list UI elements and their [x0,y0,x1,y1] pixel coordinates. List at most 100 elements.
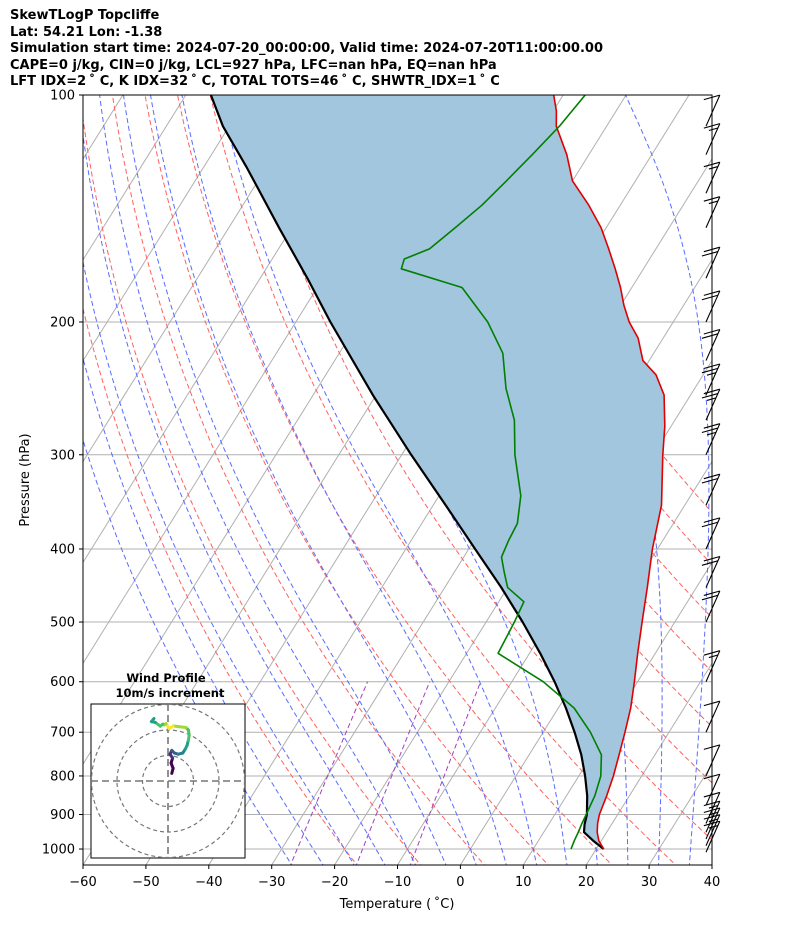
barb-staff [705,820,721,853]
dry-adiabat [111,95,486,865]
x-tick-label: 40 [704,875,721,890]
x-tick-label: −10 [384,875,411,890]
y-tick-label: 900 [50,808,75,823]
dry-adiabat [83,115,422,865]
barb-feather [706,397,717,401]
chart-header: SkewTLogP Topcliffe Lat: 54.21 Lon: -1.3… [10,8,603,91]
wind-barb [701,590,721,623]
x-tick-label: −30 [258,875,285,890]
barb-staff [705,94,721,127]
barb-staff [705,700,721,733]
mixing-ratio-line [290,681,369,865]
cape-line: CAPE=0 j/kg, CIN=0 j/kg, LCL=927 hPa, LF… [10,57,497,73]
isotherm-line [585,662,712,865]
wind-barb [701,328,721,361]
barb-staff [705,744,721,777]
isotherm-line [0,88,1,868]
moist-adiabat [83,259,355,865]
barb-staff [705,814,721,846]
isotherm-line [648,763,712,865]
barb-staff [705,290,721,323]
y-tick-label: 400 [50,542,75,557]
barb-staff [705,196,721,229]
y-tick-label: 200 [50,315,75,330]
x-tick-label: 10 [515,875,532,890]
dry-adiabat [177,95,613,865]
x-tick-label: −40 [195,875,222,890]
x-tick-label: −50 [132,875,159,890]
barb-staff [705,590,721,623]
cape-cin-area [210,95,665,849]
dry-adiabat [144,95,549,865]
y-tick-label: 600 [50,675,75,690]
y-tick-label: 700 [50,726,75,741]
temperature-line [552,95,666,850]
hodograph-subtitle: 10m/s increment [116,686,225,700]
mixing-ratio-line [355,681,431,865]
moist-adiabat [149,95,477,865]
barb-staff [705,329,721,361]
cape-cin-shading [210,95,665,849]
moist-adiabat [218,95,538,865]
barb-feather [708,200,719,205]
wind-barb [701,473,721,506]
isotherm-line [459,460,712,865]
barb-feather [701,427,719,434]
barb-feather [708,825,719,829]
barb-feather [701,333,719,339]
mixing-ratio-line [409,681,482,865]
x-tick-label: −20 [321,875,348,890]
barb-feather [701,477,719,484]
barb-staff [705,123,721,155]
barb-staff [705,774,721,806]
barb-staff [705,792,721,824]
barb-feather [708,166,719,170]
isotherm-line [83,95,187,261]
barb-staff [705,517,721,550]
barb-staff [705,363,721,396]
x-tick-label: 20 [578,875,595,890]
dry-adiabat [83,306,358,865]
wind-barb [701,423,721,455]
x-tick-label: 30 [641,875,658,890]
y-tick-label: 300 [50,448,75,463]
wind-barb [701,555,721,588]
wind-barbs [701,94,721,853]
isotherm-line [83,95,313,463]
barb-feather [701,594,719,601]
dry-adiabat [209,95,677,865]
moist-adiabat [83,356,324,865]
moist-adiabat [624,95,710,865]
y-tick-label: 500 [50,616,75,631]
x-tick-label: −60 [69,875,96,890]
isotherm-line [711,864,712,865]
wind-barb [701,517,721,550]
barb-staff [705,556,721,588]
x-tick-label: 0 [456,875,464,890]
wind-barb [701,246,721,279]
moist-adiabat [99,95,417,865]
wind-barb [701,388,721,421]
barb-feather [701,560,719,566]
hodograph-segment [149,717,156,724]
axis-ticks: −60 −50 −40 −30 −20 −10 0 10 20 30 40 100 200 300 400 5… [42,89,720,891]
barb-feather [701,294,719,301]
wind-barb [701,363,721,396]
barb-feather [701,393,719,399]
wind-barb [701,290,721,323]
y-tick-label: 100 [50,89,75,104]
chart-title: SkewTLogP Topcliffe [10,8,160,23]
barb-staff [705,473,721,506]
barb-staff [705,161,721,194]
isotherm-line [83,95,250,362]
moist-adiabat [122,95,447,865]
hodograph-inset: Wind Profile 10m/s increment [90,671,246,859]
y-axis-label: Pressure (hPa) [18,433,33,526]
hodograph-title: Wind Profile [126,671,206,685]
barb-staff [705,650,721,682]
profile-lines [209,95,666,850]
barb-feather [701,251,719,257]
barb-staff [705,246,721,279]
y-tick-label: 800 [50,769,75,784]
